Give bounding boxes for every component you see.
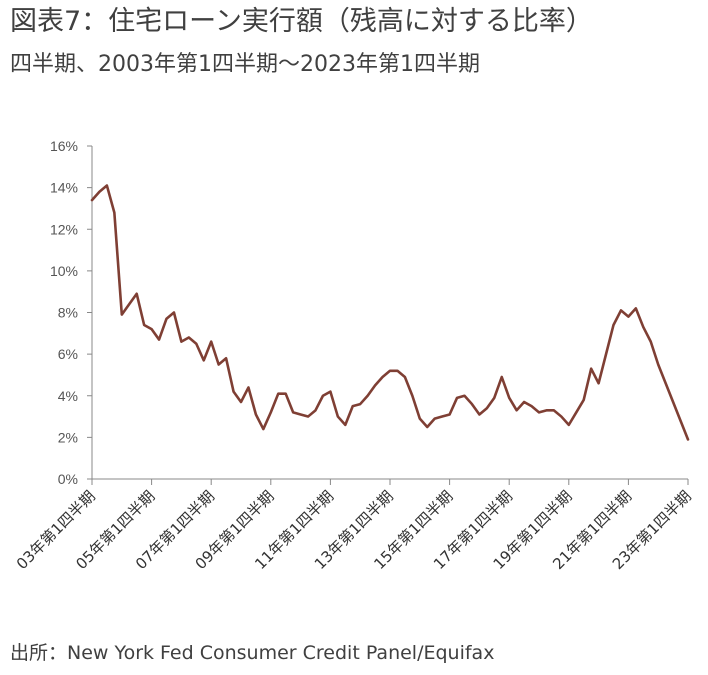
data-point [590,368,592,370]
data-point [583,399,585,401]
data-point [151,328,153,330]
data-point [352,405,354,407]
data-point [628,316,630,318]
y-tick-label: 10% [50,263,78,279]
data-point [210,341,212,343]
data-point [538,412,540,414]
y-tick-label: 6% [58,346,78,362]
data-point [225,357,227,359]
data-point [263,428,265,430]
data-point [643,326,645,328]
data-point [501,376,503,378]
data-point [233,391,235,393]
data-point [181,341,183,343]
data-point [240,401,242,403]
data-point [345,424,347,426]
y-tick-label: 2% [58,429,78,445]
data-point [300,414,302,416]
data-point [91,199,93,201]
y-tick-label: 8% [58,305,78,321]
y-tick-label: 14% [50,180,78,196]
data-point [374,385,376,387]
data-point [128,303,130,305]
data-point [620,310,622,312]
data-point [434,418,436,420]
data-point [143,324,145,326]
data-point [248,387,250,389]
data-point [449,414,451,416]
data-point [680,420,682,422]
data-point [196,343,198,345]
data-point [277,393,279,395]
y-tick-label: 16% [50,138,78,154]
data-point [441,416,443,418]
data-point [255,414,257,416]
data-point [657,364,659,366]
data-point [166,318,168,320]
data-point [106,185,108,187]
data-point [121,314,123,316]
data-point [203,360,205,362]
data-point [367,395,369,397]
data-point [188,337,190,339]
series-line [90,184,690,441]
data-point [494,397,496,399]
y-tick-label: 4% [58,388,78,404]
data-point [471,403,473,405]
data-point [285,393,287,395]
data-point [419,418,421,420]
data-point [330,391,332,393]
data-point [397,370,399,372]
data-point [613,324,615,326]
data-point [650,341,652,343]
data-point [426,426,428,428]
data-point [99,191,101,193]
data-point [508,397,510,399]
data-point [173,312,175,314]
data-point [292,412,294,414]
data-point [404,376,406,378]
y-tick-label: 0% [58,471,78,487]
data-point [598,382,600,384]
chart-subtitle: 四半期、2003年第1四半期～2023年第1四半期 [10,52,480,77]
data-point [456,397,458,399]
data-point [531,405,533,407]
data-point [322,395,324,397]
y-tick-label: 12% [50,221,78,237]
data-point [136,293,138,295]
data-point [568,424,570,426]
data-point [464,395,466,397]
data-point [635,308,637,310]
data-point [561,416,563,418]
data-point [270,412,272,414]
data-point [389,370,391,372]
data-point [516,410,518,412]
data-point [523,401,525,403]
data-point [553,410,555,412]
data-point [382,376,384,378]
data-point [546,410,548,412]
data-point [337,416,339,418]
data-point [605,353,607,355]
data-point [687,439,689,441]
data-point [486,407,488,409]
data-point [315,410,317,412]
data-point [114,212,116,214]
data-point [672,401,674,403]
data-point [218,364,220,366]
data-point [359,403,361,405]
data-point [665,382,667,384]
data-point [158,339,160,341]
data-point [575,412,577,414]
data-point [479,414,481,416]
chart-title: 図表7：住宅ローン実行額（残高に対する比率） [10,6,593,37]
data-point [307,416,309,418]
data-point [412,395,414,397]
source-note: 出所：New York Fed Consumer Credit Panel/Eq… [10,642,495,664]
